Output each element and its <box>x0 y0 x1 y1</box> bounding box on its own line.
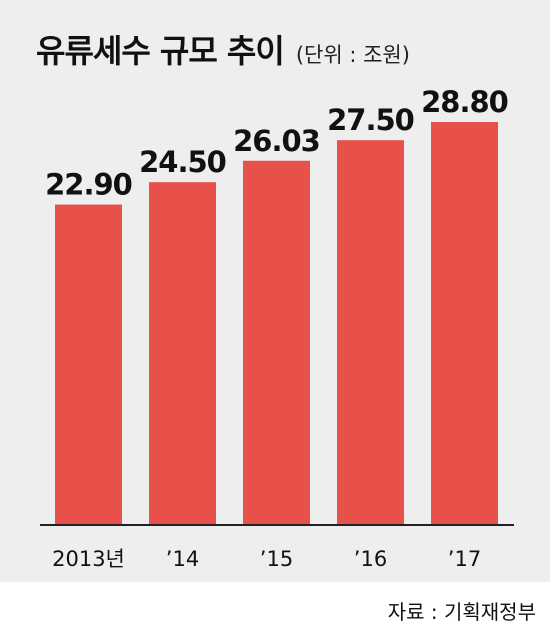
value-label-1: 24.50 <box>139 145 226 179</box>
bar-4 <box>431 122 498 525</box>
value-label-3: 27.50 <box>327 103 414 137</box>
category-label-1: ’14 <box>166 547 199 571</box>
bar-3 <box>337 140 404 525</box>
chart-title: 유류세수 규모 추이 <box>36 32 285 70</box>
value-label-0: 22.90 <box>45 168 132 202</box>
bar-chart: 22.90 2013년 24.50 ’14 26.03 ’15 27.50 ’16 28.80 ’… <box>40 85 514 571</box>
chart-title-block: 유류세수 규모 추이 (단위 : 조원) <box>36 26 410 72</box>
bar-2 <box>243 160 310 526</box>
source-note: 자료 : 기획재정부 <box>387 600 536 624</box>
category-label-0: 2013년 <box>52 547 125 571</box>
unit-note: (단위 : 조원) <box>295 43 410 67</box>
category-label-4: ’17 <box>448 547 481 571</box>
category-label-2: ’15 <box>260 547 293 571</box>
bar-0 <box>55 204 122 525</box>
bar-1 <box>149 182 216 525</box>
value-label-4: 28.80 <box>421 85 508 119</box>
category-label-3: ’16 <box>354 547 387 571</box>
value-label-2: 26.03 <box>233 124 320 158</box>
